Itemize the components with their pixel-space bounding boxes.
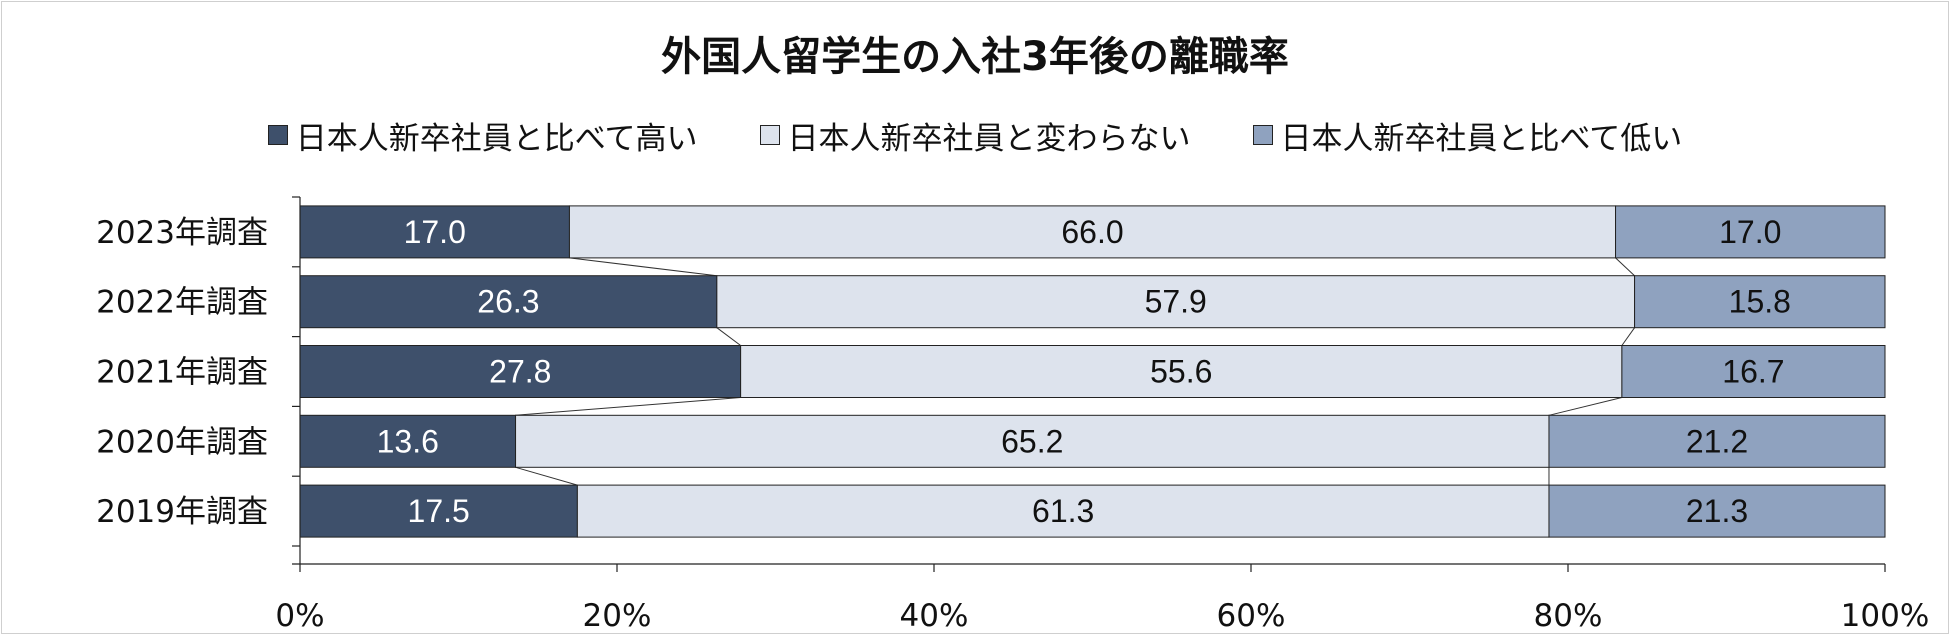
- x-tick-label: 100%: [1841, 598, 1930, 633]
- x-tick-label: 60%: [1217, 598, 1286, 633]
- bar-segment: [299, 275, 718, 329]
- series-line: [569, 257, 717, 277]
- bar-segment: [299, 484, 578, 538]
- bar-segment: [1621, 345, 1886, 398]
- series-line: [1621, 327, 1635, 346]
- data-label: 66.0: [1061, 214, 1123, 250]
- legend-label-lower: 日本人新卒社員と比べて低い: [1280, 120, 1683, 157]
- data-label: 26.3: [477, 284, 539, 320]
- x-tick-label: 0%: [275, 598, 324, 633]
- legend-label-higher: 日本人新卒社員と比べて高い: [295, 120, 698, 157]
- data-label: 57.9: [1145, 284, 1207, 320]
- bar-segment: [515, 414, 1550, 468]
- x-tick-label: 20%: [583, 598, 652, 633]
- data-label: 17.5: [408, 493, 470, 529]
- bar-segment: [299, 205, 570, 259]
- bar-segment: [1634, 275, 1886, 329]
- data-label: 17.0: [404, 214, 466, 250]
- chart-title: 外国人留学生の入社3年後の離職率: [661, 34, 1289, 80]
- data-label: 65.2: [1001, 423, 1063, 459]
- data-label: 27.8: [489, 354, 551, 390]
- category-label: 2023年調査: [96, 215, 268, 251]
- data-label: 17.0: [1719, 214, 1781, 250]
- data-label: 55.6: [1150, 354, 1212, 390]
- series-line: [1548, 397, 1623, 416]
- data-label: 21.2: [1686, 423, 1748, 459]
- category-label: 2022年調査: [96, 285, 268, 321]
- legend-entry-lower: 日本人新卒社員と比べて低い: [1252, 113, 1683, 158]
- category-label: 2021年調査: [96, 355, 268, 391]
- data-label: 21.3: [1686, 493, 1748, 529]
- legend-swatch-same: [759, 125, 780, 145]
- series-line: [1615, 257, 1635, 277]
- legend-entry-higher: 日本人新卒社員と比べて高い: [267, 113, 698, 158]
- bar-segment: [299, 345, 742, 398]
- data-label: 16.7: [1722, 354, 1784, 390]
- legend-entry-same: 日本人新卒社員と変わらない: [759, 113, 1191, 158]
- bar-segment: [716, 275, 1636, 329]
- series-line: [515, 466, 578, 486]
- bar-segment: [568, 205, 1617, 259]
- bar-segment: [576, 484, 1550, 538]
- category-label: 2020年調査: [96, 424, 268, 460]
- x-tick-label: 40%: [900, 598, 969, 633]
- bar-segment: [1548, 414, 1886, 468]
- legend-swatch-lower: [1252, 125, 1273, 145]
- data-label: 13.6: [377, 423, 439, 459]
- legend: 日本人新卒社員と比べて高い 日本人新卒社員と変わらない 日本人新卒社員と比べて低…: [2, 112, 1948, 158]
- data-label: 15.8: [1729, 284, 1791, 320]
- legend-swatch-higher: [267, 125, 288, 145]
- series-line: [515, 397, 741, 416]
- data-label: 61.3: [1032, 493, 1094, 529]
- series-line: [716, 327, 741, 346]
- bar-segment: [1548, 484, 1886, 538]
- x-tick-label: 80%: [1534, 598, 1603, 633]
- category-label: 2019年調査: [96, 494, 268, 530]
- bar-segment: [1615, 205, 1886, 259]
- legend-label-same: 日本人新卒社員と変わらない: [787, 120, 1191, 157]
- bar-segment: [740, 345, 1623, 398]
